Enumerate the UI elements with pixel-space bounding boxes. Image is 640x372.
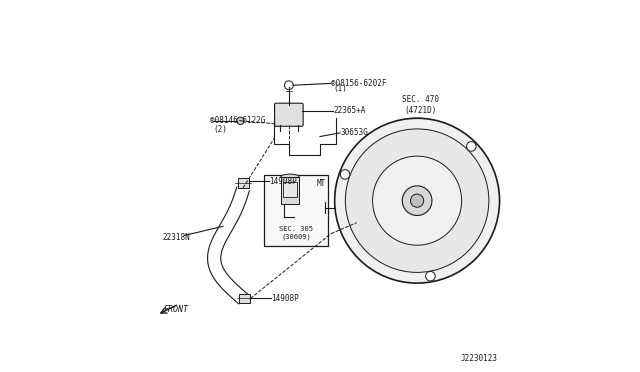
- FancyBboxPatch shape: [275, 103, 303, 126]
- Bar: [264, 175, 328, 247]
- Circle shape: [346, 129, 489, 272]
- Text: 30653G: 30653G: [341, 128, 369, 137]
- Circle shape: [335, 118, 500, 283]
- Text: (2): (2): [213, 125, 227, 134]
- Circle shape: [467, 142, 476, 151]
- Text: SEC. 305
(30609): SEC. 305 (30609): [280, 227, 314, 240]
- Circle shape: [403, 186, 432, 215]
- Text: 22318N: 22318N: [163, 233, 190, 242]
- Circle shape: [237, 117, 244, 125]
- Text: J2230123: J2230123: [461, 354, 498, 363]
- Circle shape: [340, 170, 350, 179]
- Ellipse shape: [281, 174, 299, 180]
- Text: FRONT: FRONT: [164, 305, 189, 314]
- Circle shape: [284, 81, 293, 90]
- Circle shape: [410, 194, 424, 207]
- Text: 22365+A: 22365+A: [333, 106, 366, 115]
- Bar: [239, 294, 250, 303]
- Text: 14908P: 14908P: [271, 294, 299, 303]
- Bar: [281, 177, 299, 204]
- Bar: [283, 182, 298, 197]
- Circle shape: [372, 156, 461, 245]
- Text: 14908P: 14908P: [269, 177, 297, 186]
- Text: SEC. 470
(4721D): SEC. 470 (4721D): [403, 95, 439, 115]
- Text: ®08146-6122G: ®08146-6122G: [210, 116, 266, 125]
- Text: (1): (1): [333, 84, 348, 93]
- Circle shape: [426, 272, 435, 281]
- Bar: [237, 178, 248, 188]
- Text: ®08156-6202F: ®08156-6202F: [332, 79, 387, 88]
- Text: MT: MT: [316, 179, 326, 187]
